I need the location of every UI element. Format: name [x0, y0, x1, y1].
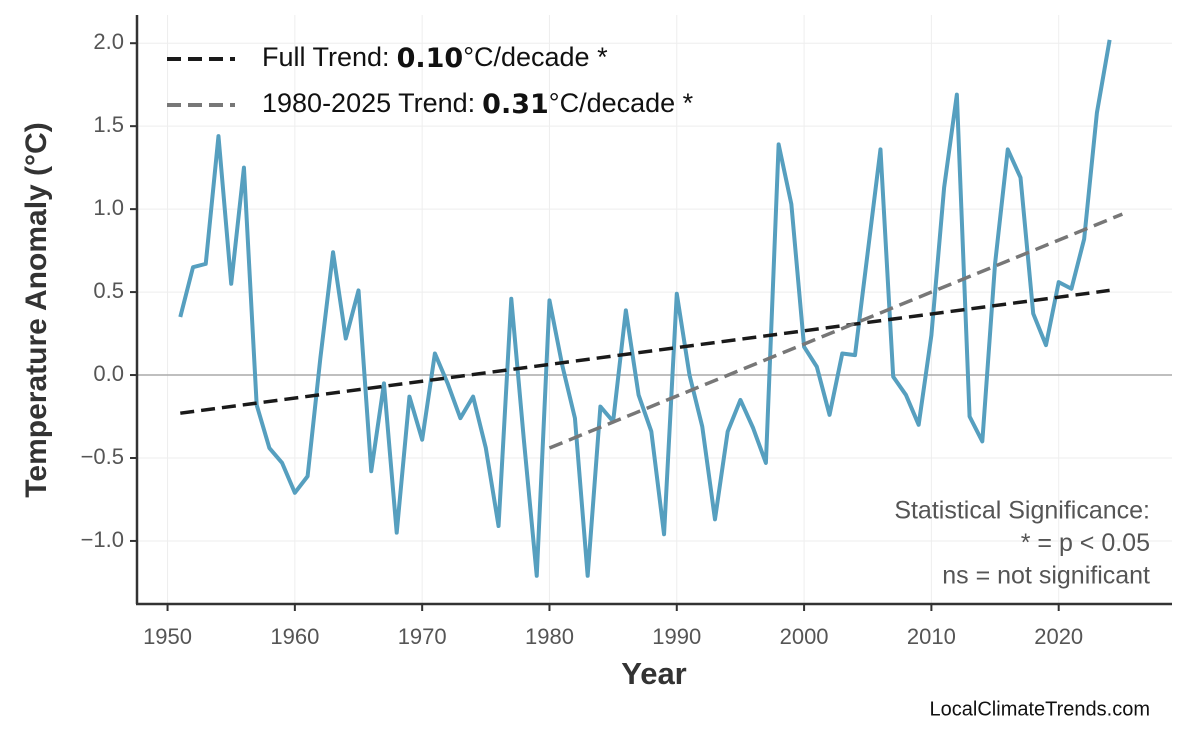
- plot: [178, 39, 1124, 578]
- legend-unit: °C/decade *: [463, 42, 608, 72]
- x-tick-label: 1980: [525, 624, 574, 649]
- legend-name: 1980-2025 Trend:: [262, 88, 475, 118]
- y-tick-label: 0.0: [93, 361, 124, 386]
- y-tick-label: 1.0: [93, 195, 124, 220]
- y-tick-label: −1.0: [81, 527, 124, 552]
- trend-line: [548, 212, 1124, 450]
- y-tick-label: 1.5: [93, 112, 124, 137]
- annotation-line: * = p < 0.05: [1021, 529, 1150, 557]
- legend-unit: °C/decade *: [549, 88, 694, 118]
- x-tick-label: 1970: [398, 624, 447, 649]
- x-axis-title: Year: [621, 656, 687, 691]
- legend-slope: 0.31: [482, 89, 549, 120]
- x-tick-label: 1990: [652, 624, 701, 649]
- x-tick-label: 2010: [907, 624, 956, 649]
- annotation-line: ns = not significant: [942, 562, 1150, 590]
- y-tick-label: 2.0: [93, 29, 124, 54]
- annotation: Statistical Significance: * = p < 0.05 ns …: [894, 497, 1150, 590]
- annotation-line: Statistical Significance:: [894, 497, 1150, 525]
- y-tick-label: 0.5: [93, 278, 124, 303]
- grid: [137, 15, 1172, 604]
- y-tick-label: −0.5: [81, 444, 124, 469]
- x-tick-label: 1950: [143, 624, 192, 649]
- legend: Full Trend: 0.10°C/decade *1980-2025 Tren…: [167, 42, 694, 120]
- legend-name: Full Trend:: [262, 42, 390, 72]
- legend-label: 1980-2025 Trend: 0.31°C/decade *: [262, 88, 694, 119]
- x-tick-label: 1960: [270, 624, 319, 649]
- trend-line: [180, 288, 1110, 415]
- y-axis-title: Temperature Anomaly (°C): [20, 122, 53, 497]
- data-line: [178, 39, 1112, 578]
- source: LocalClimateTrends.com: [930, 698, 1150, 720]
- legend-label: Full Trend: 0.10°C/decade *: [262, 42, 608, 73]
- legend-slope: 0.10: [397, 43, 464, 74]
- x-tick-label: 2000: [780, 624, 829, 649]
- x-tick-label: 2020: [1034, 624, 1083, 649]
